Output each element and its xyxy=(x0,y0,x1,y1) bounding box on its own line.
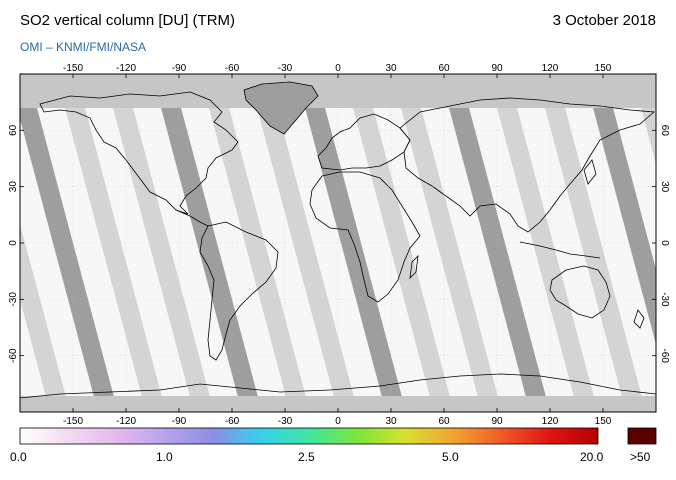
swath-stripe xyxy=(536,74,646,412)
lat-tick-label-right: 60 xyxy=(659,125,670,137)
swath-stripes xyxy=(20,74,656,412)
data-credit: OMI – KNMI/FMI/NASA xyxy=(20,40,147,54)
africa-coast xyxy=(309,171,421,303)
swath-stripe xyxy=(152,74,262,412)
lon-tick-label-top: 150 xyxy=(595,63,612,74)
antarctica-coast xyxy=(20,373,656,399)
lon-tick-label-top: -150 xyxy=(63,63,83,74)
lat-tick-label-right: -30 xyxy=(659,292,670,307)
lat-tick-label-left: 60 xyxy=(8,124,19,136)
lon-tick-label-top: 90 xyxy=(491,63,503,74)
lon-tick-label-bottom: 30 xyxy=(385,416,397,427)
colorbar-overflow-box xyxy=(627,427,657,445)
map-content xyxy=(20,74,656,412)
lat-tick-label-right: 30 xyxy=(659,181,670,193)
lon-tick-label-bottom: 90 xyxy=(491,416,503,427)
colorbar-label-4: 20.0 xyxy=(580,450,604,464)
lon-tick-label-top: -90 xyxy=(172,63,187,74)
lon-tick-label-top: 120 xyxy=(542,63,559,74)
lat-tick-label-right: 0 xyxy=(659,240,670,246)
swath-stripe xyxy=(104,74,214,412)
central-america-coast xyxy=(175,209,209,227)
colorbar xyxy=(19,427,599,445)
swath-stripe xyxy=(440,74,550,412)
lon-tick-label-bottom: -60 xyxy=(225,416,240,427)
lat-tick-label-left: -30 xyxy=(8,292,19,307)
axis-ticks: -150 -150 -120 -120 -90 -90 -60 -60 -30 -30 0 0 30 30… xyxy=(8,63,670,427)
lon-tick-label-top: 60 xyxy=(438,63,450,74)
lon-tick-label-top: 30 xyxy=(385,63,397,74)
australia-coast xyxy=(549,265,611,319)
map-date: 3 October 2018 xyxy=(552,12,656,29)
colorbar-overflow-label: >50 xyxy=(630,450,651,464)
colorbar-label-3: 5.0 xyxy=(442,450,459,464)
lon-tick-label-top: -30 xyxy=(278,63,293,74)
swath-stripe xyxy=(200,74,310,412)
lon-tick-label-bottom: -90 xyxy=(172,416,187,427)
indonesia-coast xyxy=(519,241,601,259)
swath-stripe xyxy=(248,74,358,412)
colorbar-label-0: 0.0 xyxy=(10,450,27,464)
south-america-coast xyxy=(199,221,279,361)
colorbar-label-2: 2.5 xyxy=(298,450,315,464)
lon-tick-label-top: 0 xyxy=(335,63,341,74)
swath-stripe xyxy=(344,74,454,412)
madagascar-coast xyxy=(409,254,419,280)
greenland-landmass xyxy=(243,81,319,135)
lat-tick-label-left: 0 xyxy=(8,240,19,246)
europe-coast xyxy=(317,113,411,171)
graticule xyxy=(20,74,656,412)
japan-coast xyxy=(583,159,597,185)
swath-stripe xyxy=(488,74,598,412)
lon-tick-label-bottom: -150 xyxy=(63,416,83,427)
colorbar-label-1: 1.0 xyxy=(156,450,173,464)
lon-tick-label-top: -60 xyxy=(225,63,240,74)
lat-tick-label-left: 30 xyxy=(8,181,19,193)
lon-tick-label-bottom: 120 xyxy=(542,416,559,427)
lon-tick-label-bottom: 60 xyxy=(438,416,450,427)
swath-stripe xyxy=(20,224,70,412)
lon-tick-label-bottom: 0 xyxy=(335,416,341,427)
swath-stripe xyxy=(296,74,406,412)
swath-stripe xyxy=(584,74,656,345)
map-title: SO2 vertical column [DU] (TRM) xyxy=(20,12,236,29)
lon-tick-label-bottom: -30 xyxy=(278,416,293,427)
lon-tick-label-bottom: -120 xyxy=(116,416,136,427)
lon-tick-label-top: -120 xyxy=(116,63,136,74)
asia-coast xyxy=(399,97,655,233)
lon-tick-label-bottom: 150 xyxy=(595,416,612,427)
coastlines xyxy=(20,91,656,399)
new-zealand-coast xyxy=(633,309,645,329)
lat-tick-label-right: -60 xyxy=(659,348,670,363)
swath-stripe xyxy=(56,74,166,412)
swath-stripe xyxy=(392,74,502,412)
north-america-coast xyxy=(39,91,239,215)
lat-tick-label-left: -60 xyxy=(8,348,19,363)
